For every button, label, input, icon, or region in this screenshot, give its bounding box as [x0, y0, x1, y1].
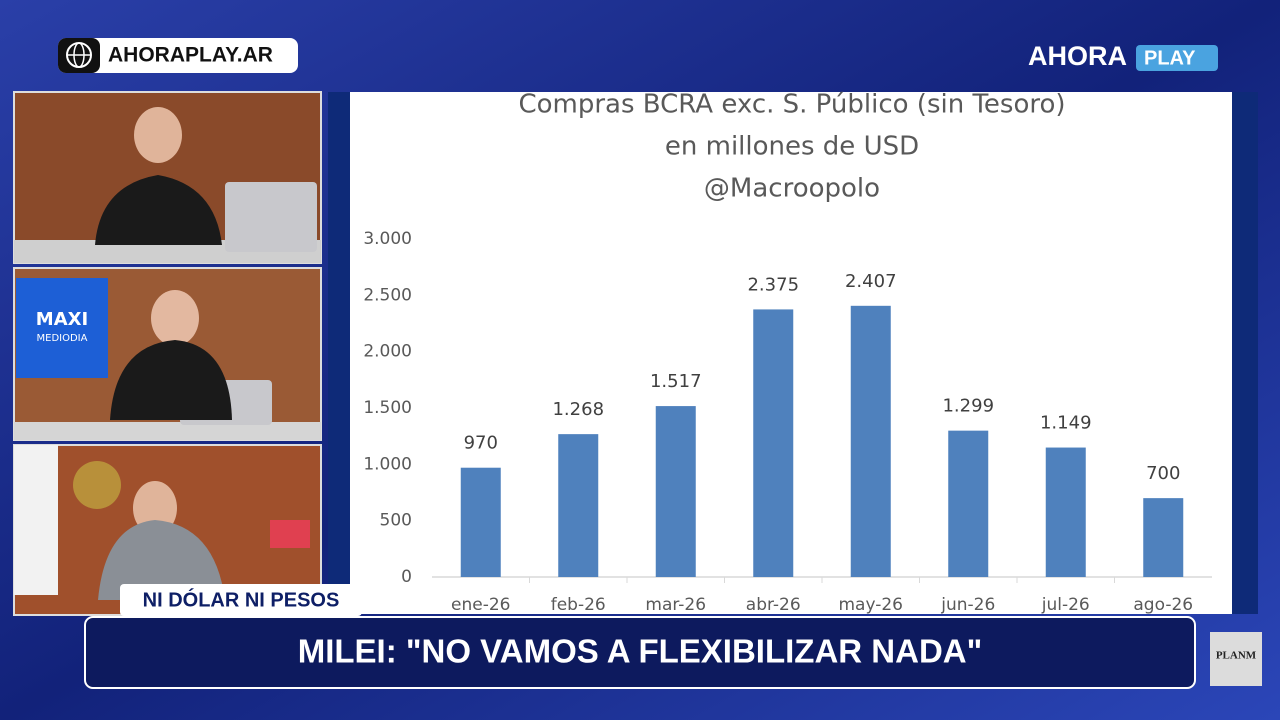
x-tick-label: feb-26	[551, 595, 606, 615]
bar	[753, 309, 794, 577]
data-label: 2.407	[845, 271, 897, 292]
x-tick-label: abr-26	[746, 595, 801, 615]
video-panel: MAXI MEDIODIA	[13, 267, 322, 441]
section-tag	[120, 584, 362, 616]
bar	[460, 467, 501, 577]
bar	[948, 430, 989, 577]
y-tick-label: 3.000	[363, 229, 412, 249]
screen-title: MAXI	[36, 309, 88, 330]
chart-title: Compras BCRA exc. S. Público (sin Tesoro…	[518, 90, 1065, 120]
logo-play-box	[1136, 45, 1218, 71]
x-tick-label: jul-26	[1041, 595, 1090, 615]
corner-logo-box	[1210, 632, 1262, 686]
y-tick-label: 0	[401, 567, 412, 587]
bar	[1045, 447, 1086, 577]
logo-play: PLAY	[1144, 47, 1196, 69]
site-name: AHORAPLAY.AR	[108, 44, 273, 67]
data-label: 1.149	[1040, 413, 1092, 434]
x-tick-label: may-26	[838, 595, 903, 615]
y-tick-label: 1.500	[363, 398, 412, 418]
bar	[1143, 498, 1184, 577]
x-tick-label: jun-26	[940, 595, 995, 615]
data-label: 2.375	[747, 274, 799, 295]
y-tick-label: 1.000	[363, 454, 412, 474]
x-tick-label: ene-26	[451, 595, 510, 615]
x-tick-label: mar-26	[645, 595, 706, 615]
bar	[655, 406, 696, 577]
screen-subtitle: MEDIODIA	[37, 333, 88, 344]
video-panel	[13, 91, 322, 264]
bar	[850, 305, 891, 577]
site-pill	[58, 38, 298, 73]
data-label: 1.268	[552, 399, 604, 420]
chart-subtitle: en millones de USD	[665, 132, 919, 162]
logo-main: AHORA	[1028, 41, 1127, 71]
section-label: NI DÓLAR NI PESOS	[143, 587, 340, 611]
bar	[558, 434, 599, 577]
x-tick-label: ago-26	[1133, 595, 1193, 615]
y-tick-label: 2.000	[363, 342, 412, 362]
data-label: 700	[1146, 463, 1180, 484]
chart: Compras BCRA exc. S. Público (sin Tesoro…	[363, 90, 1212, 615]
y-tick-label: 2.500	[363, 285, 412, 305]
headline: MILEI: "NO VAMOS A FLEXIBILIZAR NADA"	[298, 633, 983, 670]
corner-logo: PLANM	[1216, 650, 1257, 662]
data-label: 1.517	[650, 371, 702, 392]
headline-banner	[84, 616, 1196, 689]
chart-source: @Macroopolo	[704, 174, 880, 204]
data-label: 1.299	[942, 396, 994, 417]
y-tick-label: 500	[380, 511, 412, 531]
data-label: 970	[464, 433, 498, 454]
